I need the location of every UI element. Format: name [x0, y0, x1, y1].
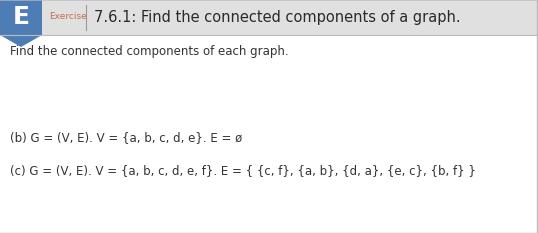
Polygon shape — [0, 35, 42, 47]
FancyBboxPatch shape — [0, 35, 538, 233]
FancyBboxPatch shape — [0, 0, 538, 35]
Text: (b) G = (V, E). V = {a, b, c, d, e}. E = ø: (b) G = (V, E). V = {a, b, c, d, e}. E =… — [10, 131, 242, 144]
Text: (c) G = (V, E). V = {a, b, c, d, e, f}. E = { {c, f}, {a, b}, {d, a}, {e, c}, {b: (c) G = (V, E). V = {a, b, c, d, e, f}. … — [10, 164, 476, 178]
FancyBboxPatch shape — [0, 0, 42, 35]
Text: 7.6.1: Find the connected components of a graph.: 7.6.1: Find the connected components of … — [94, 10, 461, 25]
Text: E: E — [12, 6, 30, 30]
Text: Exercise: Exercise — [49, 12, 87, 21]
Text: Find the connected components of each graph.: Find the connected components of each gr… — [10, 45, 288, 58]
